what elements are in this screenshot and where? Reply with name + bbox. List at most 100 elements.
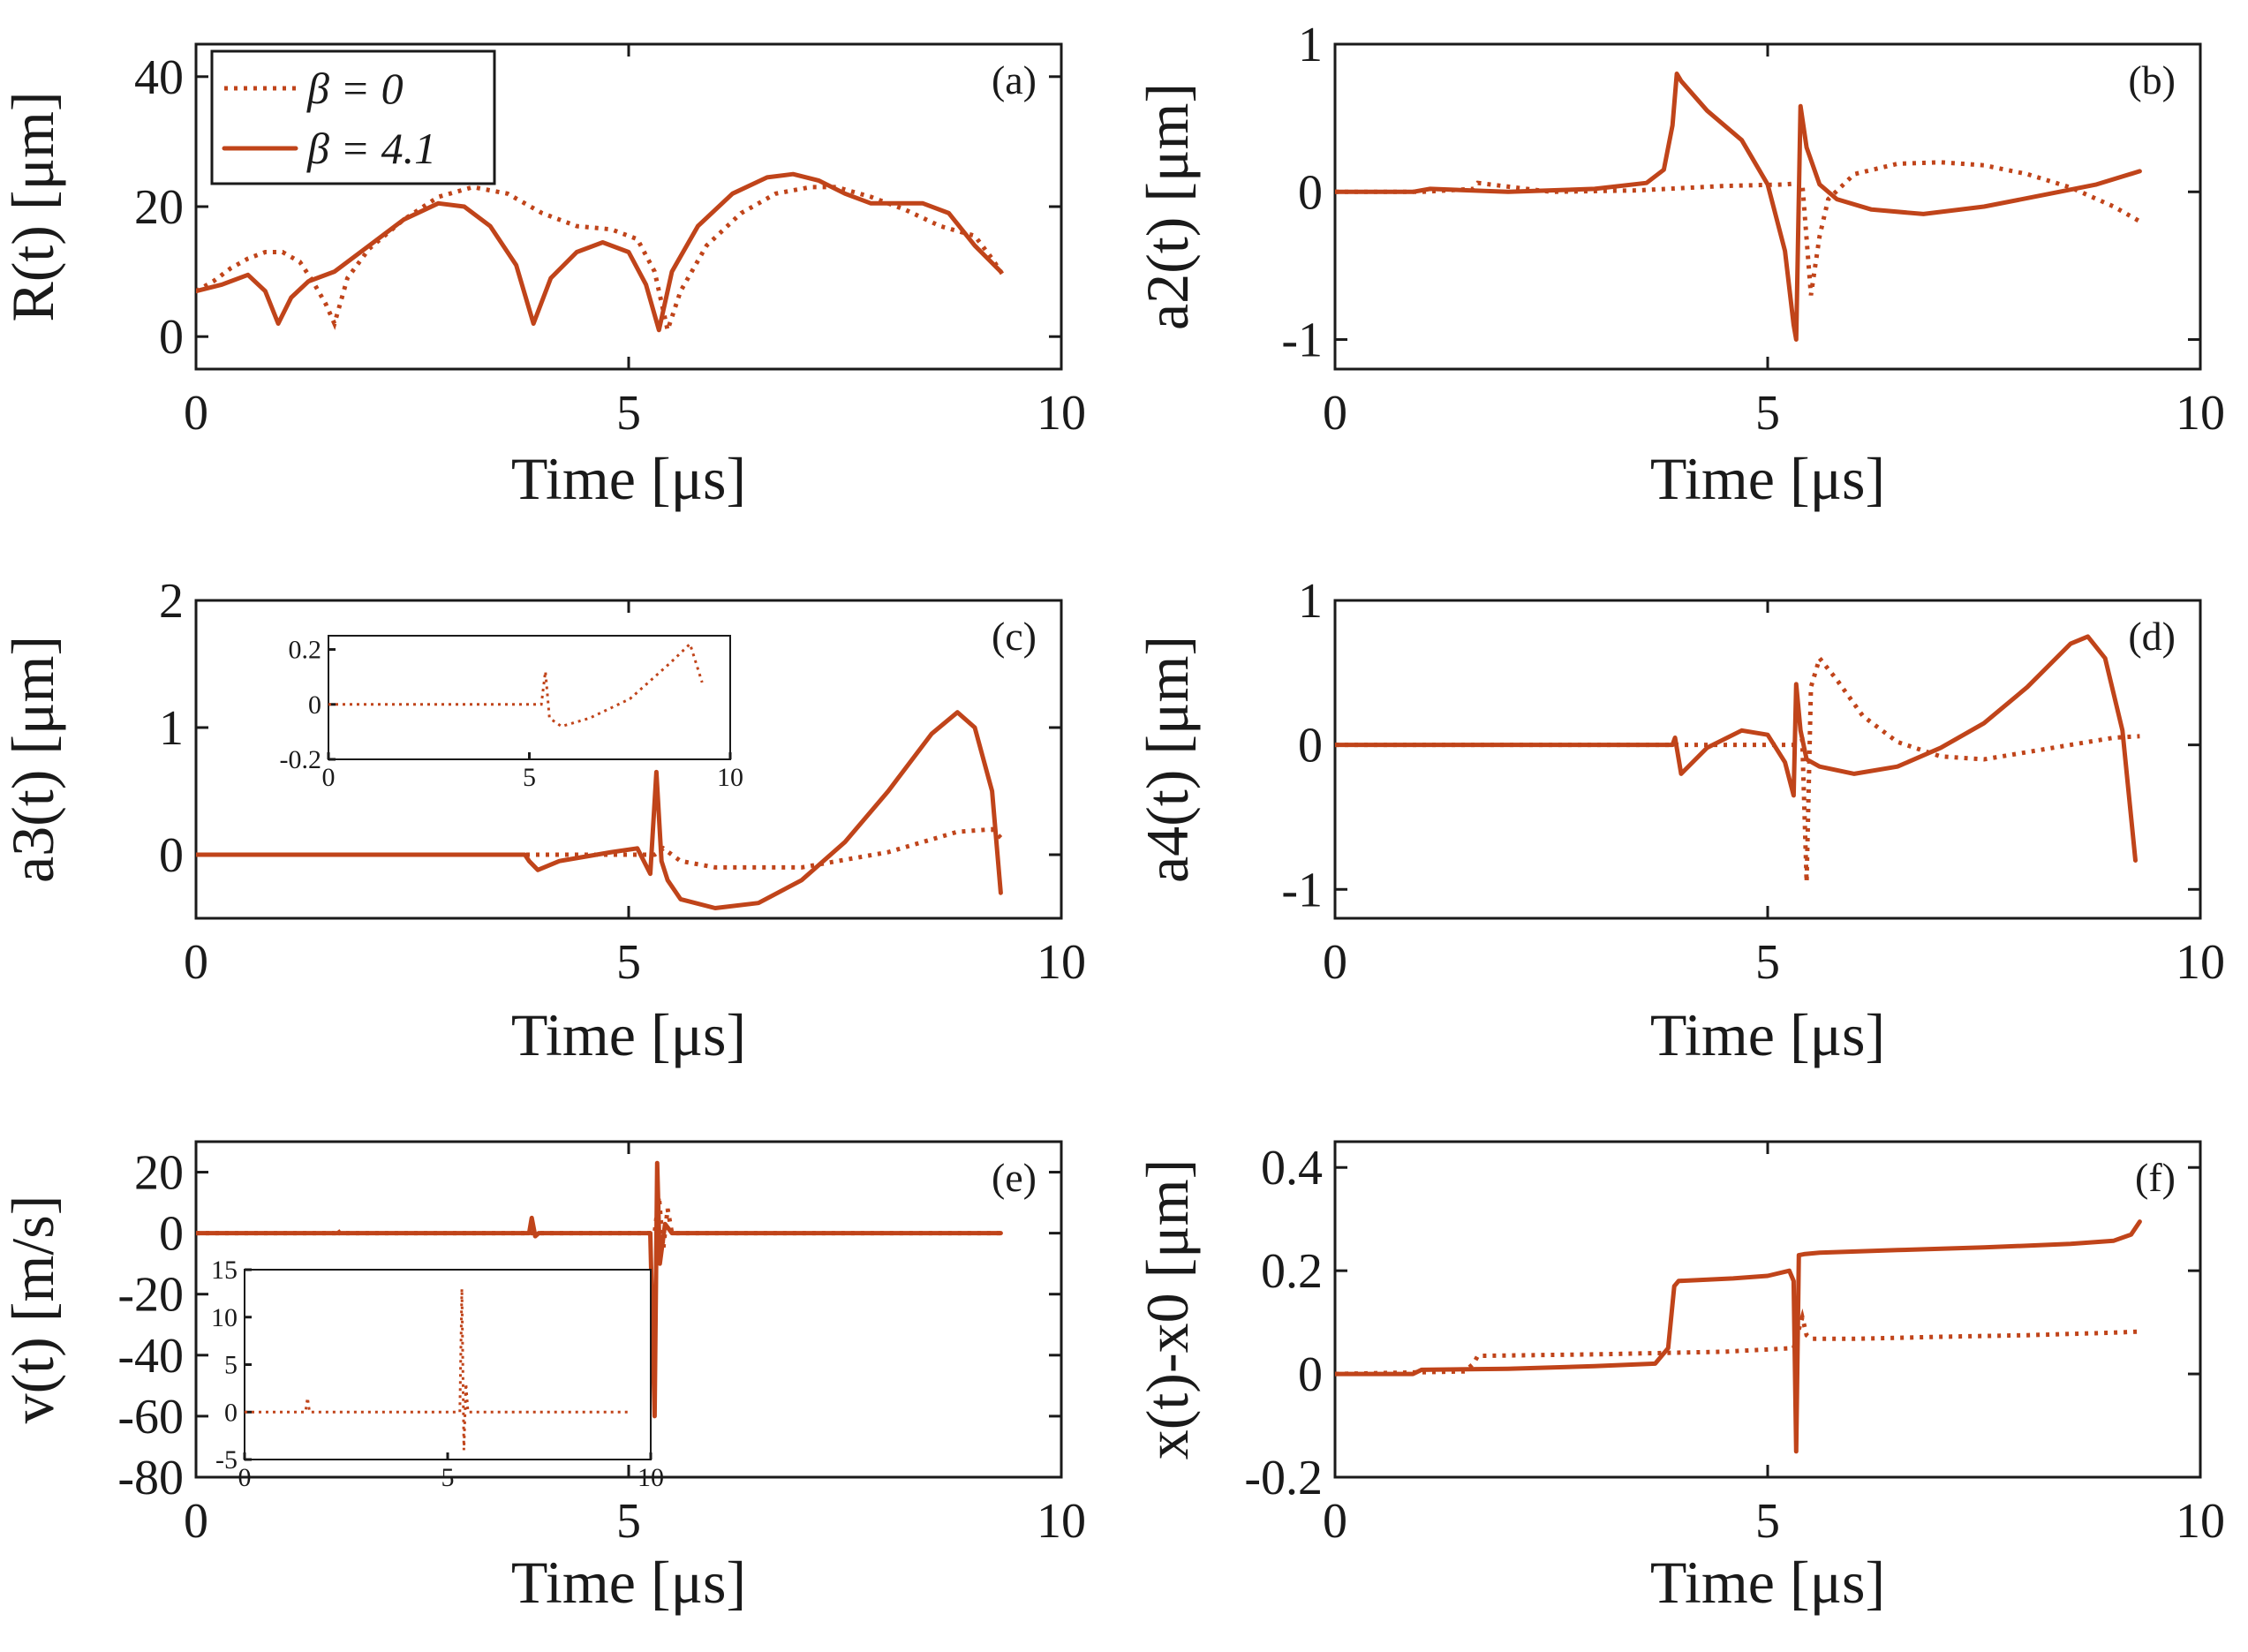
inset-x-tick-label: 5 — [441, 1463, 455, 1492]
inset-x-tick-label: 10 — [717, 763, 743, 792]
inset-x-tick-label: 5 — [523, 763, 536, 792]
x-tick-label: 5 — [1755, 935, 1780, 990]
series-line-solid — [196, 710, 1003, 910]
ylabel-text: a4(t) [μm] — [1134, 636, 1201, 883]
x-tick-label: 0 — [1323, 386, 1347, 441]
x-tick-label: 0 — [184, 386, 208, 441]
inset-y-tick-label: 0 — [224, 1398, 238, 1427]
series-line-dotted — [1335, 160, 2141, 296]
xlabel-text: Time [μs] — [511, 445, 746, 512]
inset-y-tick-label: 5 — [224, 1351, 238, 1380]
series-line-dotted — [1335, 653, 2140, 883]
xlabel-text: Time [μs] — [511, 1001, 746, 1068]
legend: β = 0 β = 4.1 — [210, 49, 496, 185]
panel-letter: (b) — [2128, 57, 2176, 102]
y-tick-label: 0 — [159, 828, 184, 883]
x-tick-label: 10 — [2176, 935, 2225, 990]
inset-frame — [244, 1269, 652, 1460]
y-tick-label: 0 — [1298, 719, 1323, 773]
y-tick-label: 1 — [159, 701, 184, 756]
series-line-dotted — [196, 1196, 1006, 1249]
y-tick-label: -40 — [117, 1329, 184, 1384]
inset-y-tick-label: -5 — [215, 1445, 238, 1475]
x-tick-label: 10 — [2176, 1494, 2225, 1549]
panel-letter: (a) — [992, 57, 1037, 102]
y-tick-label: 40 — [134, 50, 184, 105]
series-line-solid — [196, 1160, 1003, 1419]
inset-y-tick-label: 15 — [211, 1256, 238, 1285]
ylabel-text: v(t) [m/s] — [0, 1196, 66, 1424]
xlabel-text: Time [μs] — [511, 1549, 746, 1616]
y-tick-label: 0.2 — [1261, 1244, 1323, 1299]
y-tick-label: 0.4 — [1261, 1141, 1323, 1196]
legend-entry: β = 0 — [306, 64, 404, 113]
y-tick-label: -1 — [1281, 313, 1323, 368]
x-tick-label: 0 — [1323, 1494, 1347, 1549]
panel-letter: (d) — [2128, 614, 2176, 659]
inset-x-tick-label: 10 — [637, 1463, 664, 1492]
y-tick-label: -20 — [117, 1268, 184, 1323]
y-tick-label: -1 — [1281, 863, 1323, 917]
series-line-solid — [1335, 1219, 2142, 1454]
inset-y-tick-label: 0 — [308, 690, 321, 720]
y-tick-label: -60 — [117, 1390, 184, 1445]
y-tick-label: 2 — [159, 574, 184, 629]
x-tick-label: 0 — [184, 935, 208, 990]
axes-frame — [1333, 42, 2202, 371]
y-tick-label: 20 — [134, 180, 184, 235]
x-tick-label: 5 — [1755, 386, 1780, 441]
panel-letter: (c) — [992, 614, 1037, 659]
x-tick-label: 10 — [1037, 1494, 1086, 1549]
axes-frame — [1333, 1140, 2202, 1479]
y-tick-label: -0.2 — [1244, 1451, 1323, 1505]
y-tick-label: 0 — [159, 310, 184, 365]
y-tick-label: 0 — [159, 1207, 184, 1262]
inset-x-tick-label: 0 — [322, 763, 336, 792]
inset-y-tick-label: 10 — [211, 1303, 238, 1332]
series-line-dotted — [196, 826, 1007, 870]
panel-a: 0 5 10 0 20 40 Time [μs] R(t) [μm] (a) β = 0 β = 4… — [0, 42, 1086, 512]
x-tick-label: 10 — [2176, 386, 2225, 441]
inset-x-tick-label: 0 — [238, 1463, 252, 1492]
inset-frame — [328, 635, 731, 760]
x-tick-label: 5 — [616, 386, 641, 441]
x-tick-label: 0 — [1323, 935, 1347, 990]
xlabel-text: Time [μs] — [1650, 1549, 1885, 1616]
x-tick-label: 10 — [1037, 386, 1086, 441]
ylabel-text: a3(t) [μm] — [0, 636, 66, 883]
ylabel-text: a2(t) [μm] — [1134, 83, 1201, 330]
axes-frame — [1333, 599, 2202, 920]
inset-y-tick-label: -0.2 — [280, 745, 322, 774]
series-line-solid — [196, 171, 1003, 333]
ylabel-text: R(t) [μm] — [0, 91, 66, 321]
x-tick-label: 0 — [184, 1494, 208, 1549]
x-tick-label: 5 — [616, 1494, 641, 1549]
series-line-dotted — [196, 185, 1007, 339]
y-tick-label: 1 — [1298, 574, 1323, 629]
inset: 0 5 10-0.200.2 — [280, 635, 743, 792]
ylabel-text: x(t)-x0 [μm] — [1134, 1159, 1201, 1460]
y-tick-label: 20 — [134, 1146, 184, 1201]
legend-box — [210, 49, 496, 185]
xlabel-text: Time [μs] — [1650, 1001, 1885, 1068]
y-tick-label: 1 — [1298, 18, 1323, 72]
y-tick-label: 0 — [1298, 1347, 1323, 1402]
x-tick-label: 10 — [1037, 935, 1086, 990]
y-tick-label: 0 — [1298, 165, 1323, 220]
series-line-solid — [1335, 72, 2142, 342]
series-line-solid — [1335, 634, 2138, 863]
legend-entry: β = 4.1 — [306, 124, 436, 173]
x-tick-label: 5 — [1755, 1494, 1780, 1549]
y-tick-label: -80 — [117, 1451, 184, 1505]
xlabel-text: Time [μs] — [1650, 445, 1885, 512]
x-tick-label: 5 — [616, 935, 641, 990]
inset-y-tick-label: 0.2 — [289, 636, 322, 665]
panel-letter: (f) — [2135, 1155, 2176, 1200]
